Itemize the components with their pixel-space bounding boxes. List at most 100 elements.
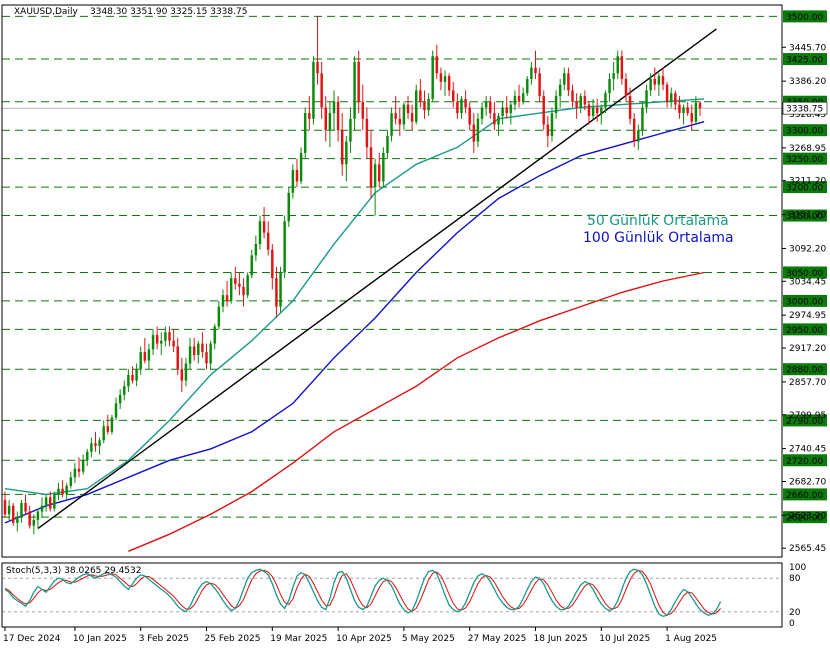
- level-label: 3150.00: [786, 212, 823, 222]
- candle-body: [501, 107, 504, 116]
- legend-ma50: 50 Günlük Ortalama: [587, 213, 729, 229]
- candle-body: [476, 118, 480, 142]
- price-tick-label: 2682.70: [789, 477, 826, 487]
- candle-body: [505, 107, 508, 114]
- candle-body: [24, 502, 27, 512]
- candle-body: [361, 101, 365, 119]
- candle-body: [98, 440, 101, 447]
- candle-body: [415, 90, 418, 122]
- candle-body: [258, 221, 262, 245]
- candle-body: [365, 118, 369, 148]
- current-price-label: 3338.75: [786, 105, 823, 115]
- candle-body: [291, 170, 295, 193]
- candle-body: [575, 101, 578, 108]
- current-price-tag: [782, 101, 828, 115]
- level-label: 3300.00: [786, 127, 823, 137]
- candle-body: [493, 113, 496, 125]
- candle-body: [456, 101, 459, 114]
- level-label: 2720.00: [786, 457, 823, 467]
- candle-body: [583, 96, 587, 105]
- candle-body: [299, 152, 303, 182]
- price-tick-label: 3268.95: [789, 144, 826, 154]
- candle-body: [657, 76, 661, 85]
- candle-body: [632, 118, 636, 142]
- candle-body: [16, 517, 19, 523]
- ma100-line: [4, 121, 705, 524]
- candle-body: [386, 135, 389, 153]
- candle-body: [534, 67, 537, 74]
- candle-body: [563, 73, 566, 85]
- level-label: 3250.00: [786, 155, 823, 165]
- level-label: 3050.00: [786, 269, 823, 279]
- price-tick-label: 2917.20: [789, 344, 826, 354]
- level-tag: [783, 181, 827, 194]
- candle-body: [554, 96, 558, 114]
- candle-body: [394, 113, 397, 119]
- level-tag: [783, 152, 827, 165]
- time-tick-label: 1 Aug 2025: [665, 634, 717, 644]
- candle-body: [254, 244, 258, 256]
- level-label: 2880.00: [786, 366, 823, 376]
- candle-body: [90, 443, 93, 452]
- time-tick-label: 10 Jan 2025: [73, 634, 127, 644]
- time-tick-label: 27 May 2025: [468, 634, 527, 644]
- candle-body: [3, 500, 7, 515]
- candle-body: [419, 90, 422, 102]
- candle-body: [65, 485, 68, 495]
- candle-body: [382, 152, 385, 182]
- candle-body: [266, 232, 270, 250]
- candle-body: [324, 107, 328, 131]
- candle-body: [472, 124, 476, 142]
- candle-body: [49, 497, 52, 509]
- level-tag: [783, 414, 827, 427]
- level-label: 3000.00: [786, 297, 823, 307]
- candle-body: [427, 98, 430, 111]
- ma200-line: [128, 271, 705, 552]
- level-tag: [783, 488, 827, 501]
- price-tick-label: 3328.45: [789, 110, 826, 120]
- candle-body: [172, 340, 175, 347]
- candle-body: [53, 494, 56, 509]
- candle-body: [628, 96, 632, 119]
- candle-body: [637, 130, 640, 142]
- time-tick-label: 25 Feb 2025: [205, 634, 261, 644]
- header-symbol: XAUUSD,Daily: [14, 7, 78, 17]
- header-ohlc: 3348.30 3351.90 3325.15 3338.75: [90, 7, 247, 17]
- candle-body: [316, 61, 319, 74]
- candle-body: [184, 363, 188, 381]
- candle-body: [44, 497, 48, 506]
- candle-body: [674, 93, 677, 105]
- candle-body: [698, 102, 702, 109]
- price-tick-label: 3211.20: [789, 177, 826, 187]
- candle-body: [242, 286, 245, 296]
- candle-body: [69, 477, 73, 486]
- candle-body: [377, 164, 381, 182]
- candle-body: [447, 76, 451, 91]
- candle-body: [28, 511, 31, 526]
- candle-body: [595, 107, 599, 114]
- candle-body: [624, 78, 628, 97]
- candle-body: [661, 76, 665, 85]
- candle-body: [118, 394, 122, 404]
- candle-body: [135, 369, 138, 381]
- candle-body: [308, 113, 311, 119]
- candle-body: [155, 335, 159, 344]
- candle-body: [443, 76, 447, 82]
- candle-body: [567, 73, 570, 91]
- candle-body: [279, 272, 282, 307]
- candle-body: [238, 283, 241, 287]
- candle-body: [669, 93, 673, 102]
- candle-body: [600, 107, 603, 114]
- candle-body: [275, 278, 278, 307]
- price-tick-label: 2740.45: [789, 445, 826, 455]
- price-axis: 3500.003425.003350.003300.003250.003200.…: [782, 10, 828, 554]
- candle-body: [283, 221, 286, 273]
- candle-body: [246, 275, 249, 296]
- candle-body: [201, 343, 204, 353]
- candle-body: [369, 147, 373, 188]
- candle-body: [123, 386, 126, 395]
- level-tag: [783, 53, 827, 66]
- candle-body: [197, 343, 200, 355]
- candle-body: [538, 73, 541, 97]
